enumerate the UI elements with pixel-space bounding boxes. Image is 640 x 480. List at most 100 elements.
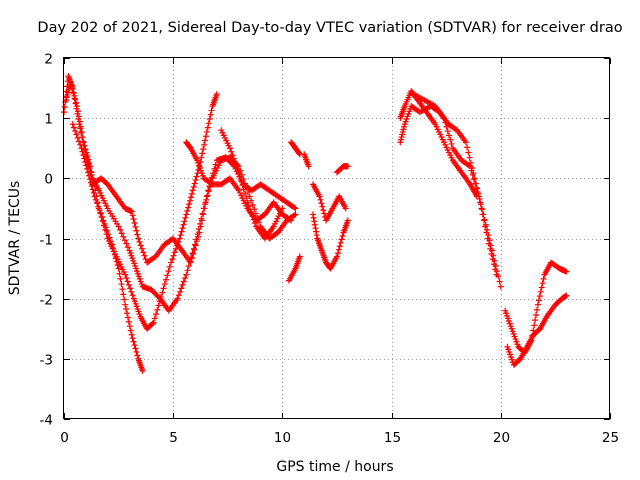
data-point: [468, 167, 475, 174]
data-point: [121, 237, 128, 244]
series-arc-6: [218, 127, 286, 242]
data-point: [129, 335, 136, 342]
data-point: [85, 172, 92, 179]
data-point: [124, 310, 131, 317]
data-point: [487, 245, 494, 252]
data-point: [197, 223, 204, 230]
data-point: [180, 278, 187, 285]
data-point: [68, 82, 75, 89]
y-axis-title: SDTVAR / TECUs: [7, 181, 23, 296]
data-point: [107, 238, 114, 245]
data-point: [151, 315, 158, 322]
data-point: [119, 286, 126, 293]
data-point: [136, 238, 143, 245]
data-point: [149, 320, 156, 327]
data-point: [84, 152, 91, 159]
data-point: [111, 251, 118, 258]
data-point: [228, 148, 235, 155]
data-point: [168, 259, 175, 266]
series-arc-11: [309, 211, 351, 272]
data-point: [286, 216, 293, 223]
series-arc-13: [397, 88, 480, 200]
data-point: [134, 231, 141, 238]
data-point: [166, 263, 173, 270]
data-point: [305, 163, 312, 170]
data-point: [335, 246, 342, 253]
data-point: [344, 163, 351, 170]
data-point: [191, 246, 198, 253]
data-point: [465, 149, 472, 156]
data-point: [134, 352, 141, 359]
data-point: [204, 192, 211, 199]
data-point: [183, 211, 190, 218]
data-point: [336, 243, 343, 250]
data-point: [128, 288, 135, 295]
data-point: [80, 139, 87, 146]
data-point: [178, 285, 185, 292]
data-point: [76, 118, 83, 125]
data-point: [73, 99, 80, 106]
data-point: [245, 202, 252, 209]
data-point: [337, 239, 344, 246]
data-point: [89, 175, 96, 182]
data-point: [87, 163, 94, 170]
data-point: [85, 169, 92, 176]
data-point: [118, 281, 125, 288]
data-point: [312, 225, 319, 232]
data-point: [190, 183, 197, 190]
data-point: [121, 296, 128, 303]
data-point: [236, 173, 243, 180]
data-point: [246, 193, 253, 200]
data-point: [131, 342, 138, 349]
data-point: [462, 139, 469, 146]
data-point: [150, 319, 157, 326]
x-tick-label: 0: [60, 430, 69, 446]
data-point: [248, 209, 255, 216]
data-point: [185, 263, 192, 270]
data-point: [176, 235, 183, 242]
data-point: [211, 165, 218, 172]
data-point: [97, 210, 104, 217]
data-point: [199, 150, 206, 157]
data-point: [203, 128, 210, 135]
data-point: [78, 129, 85, 136]
data-point: [316, 193, 323, 200]
data-point: [104, 227, 111, 234]
data-point: [241, 190, 248, 197]
y-tick-label: -1: [40, 233, 53, 249]
data-point: [474, 189, 481, 196]
data-point: [163, 276, 170, 283]
data-point: [170, 252, 177, 259]
data-point: [292, 205, 299, 212]
data-point: [164, 272, 171, 279]
data-point: [155, 302, 162, 309]
data-point: [123, 305, 130, 312]
data-point: [244, 199, 251, 206]
data-point: [130, 216, 137, 223]
data-point: [124, 278, 131, 285]
data-point: [481, 216, 488, 223]
data-point: [89, 186, 96, 193]
data-point: [81, 142, 88, 149]
data-point: [482, 223, 489, 230]
data-point: [117, 226, 124, 233]
data-point: [338, 236, 345, 243]
data-point: [199, 210, 206, 217]
data-point: [185, 204, 192, 211]
data-point: [70, 124, 77, 131]
data-point: [78, 128, 85, 135]
series-arc-10: [309, 181, 349, 224]
data-point: [118, 230, 125, 237]
data-point: [153, 311, 160, 318]
data-point: [535, 297, 542, 304]
data-point: [203, 193, 210, 200]
data-point: [70, 89, 77, 96]
y-tick-label: 0: [44, 172, 53, 188]
data-point: [182, 214, 189, 221]
chart-title: Day 202 of 2021, Sidereal Day-to-day VTE…: [37, 20, 622, 36]
data-point: [563, 268, 570, 275]
data-point: [201, 205, 208, 212]
data-point: [117, 275, 124, 282]
data-point: [133, 227, 140, 234]
